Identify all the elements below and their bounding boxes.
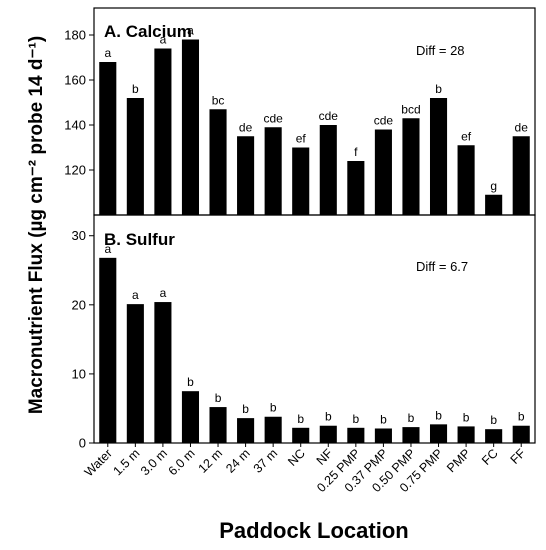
sulfur-bar-pmp [457,426,475,443]
sulfur-significance-letter: b [325,410,332,424]
calcium-bar-0-75-pmp [429,98,448,215]
sulfur-y-tick-label: 0 [79,436,86,451]
x-category-label: Water [82,446,115,479]
calcium-significance-letter: f [354,145,358,159]
calcium-significance-letter: cde [319,109,339,123]
calcium-bar-ff [512,136,530,215]
x-category-label: PMP [444,446,473,475]
calcium-significance-letter: a [160,33,167,47]
x-category-label: 3.0 m [138,446,170,478]
sulfur-bar-0-25-pmp [347,427,365,443]
calcium-bar-0-25-pmp [347,161,365,215]
x-category-label: 12 m [196,446,226,476]
calcium-significance-letter: cde [263,111,283,125]
sulfur-significance-letter: b [518,410,525,424]
sulfur-significance-letter: b [242,402,249,416]
sulfur-significance-letter: b [297,412,304,426]
calcium-bar-pmp [457,145,475,215]
calcium-bar-nf [319,125,337,215]
x-category-label: FC [479,446,501,468]
calcium-bar-24-m [237,136,255,215]
calcium-bar-water [99,62,117,215]
calcium-significance-letter: ef [461,129,472,143]
x-category-label: 1.5 m [110,446,142,478]
sulfur-significance-letter: b [435,408,442,422]
sulfur-panel-title: B. Sulfur [104,230,175,249]
calcium-significance-letter: a [187,24,194,38]
calcium-significance-letter: cde [374,114,394,128]
x-category-label: 24 m [223,446,253,476]
calcium-significance-letter: bcd [401,102,420,116]
sulfur-y-tick-label: 30 [72,228,86,243]
sulfur-significance-letter: a [160,286,167,300]
sulfur-bar-3-0-m [154,302,172,443]
calcium-bar-nc [292,147,310,215]
calcium-significance-letter: g [490,179,497,193]
sulfur-bar-0-37-pmp [374,428,392,443]
sulfur-bar-nf [319,425,337,443]
calcium-bar-0-37-pmp [374,129,392,215]
plot-frame-sulfur [93,214,536,444]
calcium-significance-letter: b [132,82,139,96]
sulfur-bar-6-0-m [181,391,200,443]
sulfur-bar-37-m [264,416,282,443]
calcium-significance-letter: de [515,120,529,134]
calcium-bar-37-m [264,127,282,215]
calcium-significance-letter: b [435,82,442,96]
sulfur-bar-nc [292,427,310,443]
calcium-y-tick-label: 140 [64,118,86,133]
sulfur-significance-letter: b [187,375,194,389]
calcium-bar-6-0-m [181,39,200,215]
sulfur-y-tick-label: 10 [72,366,86,381]
calcium-panel-title: A. Calcium [104,22,192,41]
sulfur-y-tick-label: 20 [72,297,86,312]
sulfur-significance-letter: a [132,288,139,302]
calcium-y-tick-label: 160 [64,73,86,88]
calcium-bar-12-m [209,109,227,215]
sulfur-bar-24-m [237,418,255,443]
x-axis-title: Paddock Location [219,518,408,543]
calcium-y-tick-label: 180 [64,28,86,43]
sulfur-significance-letter: b [463,410,470,424]
sulfur-bar-0-50-pmp [402,427,420,443]
sulfur-bar-1-5-m [126,304,144,443]
calcium-bar-3-0-m [154,48,172,215]
sulfur-bar-0-75-pmp [429,424,448,443]
sulfur-bar-ff [512,425,530,443]
x-category-label: NF [314,446,336,468]
sulfur-significance-letter: b [215,391,222,405]
x-category-label: NC [285,446,308,469]
y-axis-title: Macronutrient Flux (µg cm⁻² probe 14 d⁻¹… [26,36,47,414]
sulfur-significance-letter: b [408,411,415,425]
sulfur-bar-12-m [209,407,227,443]
x-category-label: 37 m [251,446,281,476]
sulfur-significance-letter: b [270,401,277,415]
sulfur-significance-letter: b [380,412,387,426]
sulfur-bar-fc [485,429,503,443]
calcium-significance-letter: de [239,120,253,134]
calcium-significance-letter: ef [296,132,307,146]
calcium-bar-1-5-m [126,98,144,215]
calcium-significance-letter: bc [212,93,225,107]
calcium-diff-annotation: Diff = 28 [416,43,465,58]
x-category-label: 6.0 m [166,446,198,478]
calcium-y-tick-label: 120 [64,163,86,178]
x-category-label: FF [508,446,529,467]
sulfur-significance-letter: b [490,413,497,427]
calcium-significance-letter: a [104,46,111,60]
calcium-bar-fc [485,194,503,215]
sulfur-significance-letter: b [353,412,360,426]
calcium-bar-0-50-pmp [402,118,420,215]
sulfur-diff-annotation: Diff = 6.7 [416,259,468,274]
sulfur-significance-letter: a [104,242,111,256]
sulfur-bar-water [99,257,117,443]
